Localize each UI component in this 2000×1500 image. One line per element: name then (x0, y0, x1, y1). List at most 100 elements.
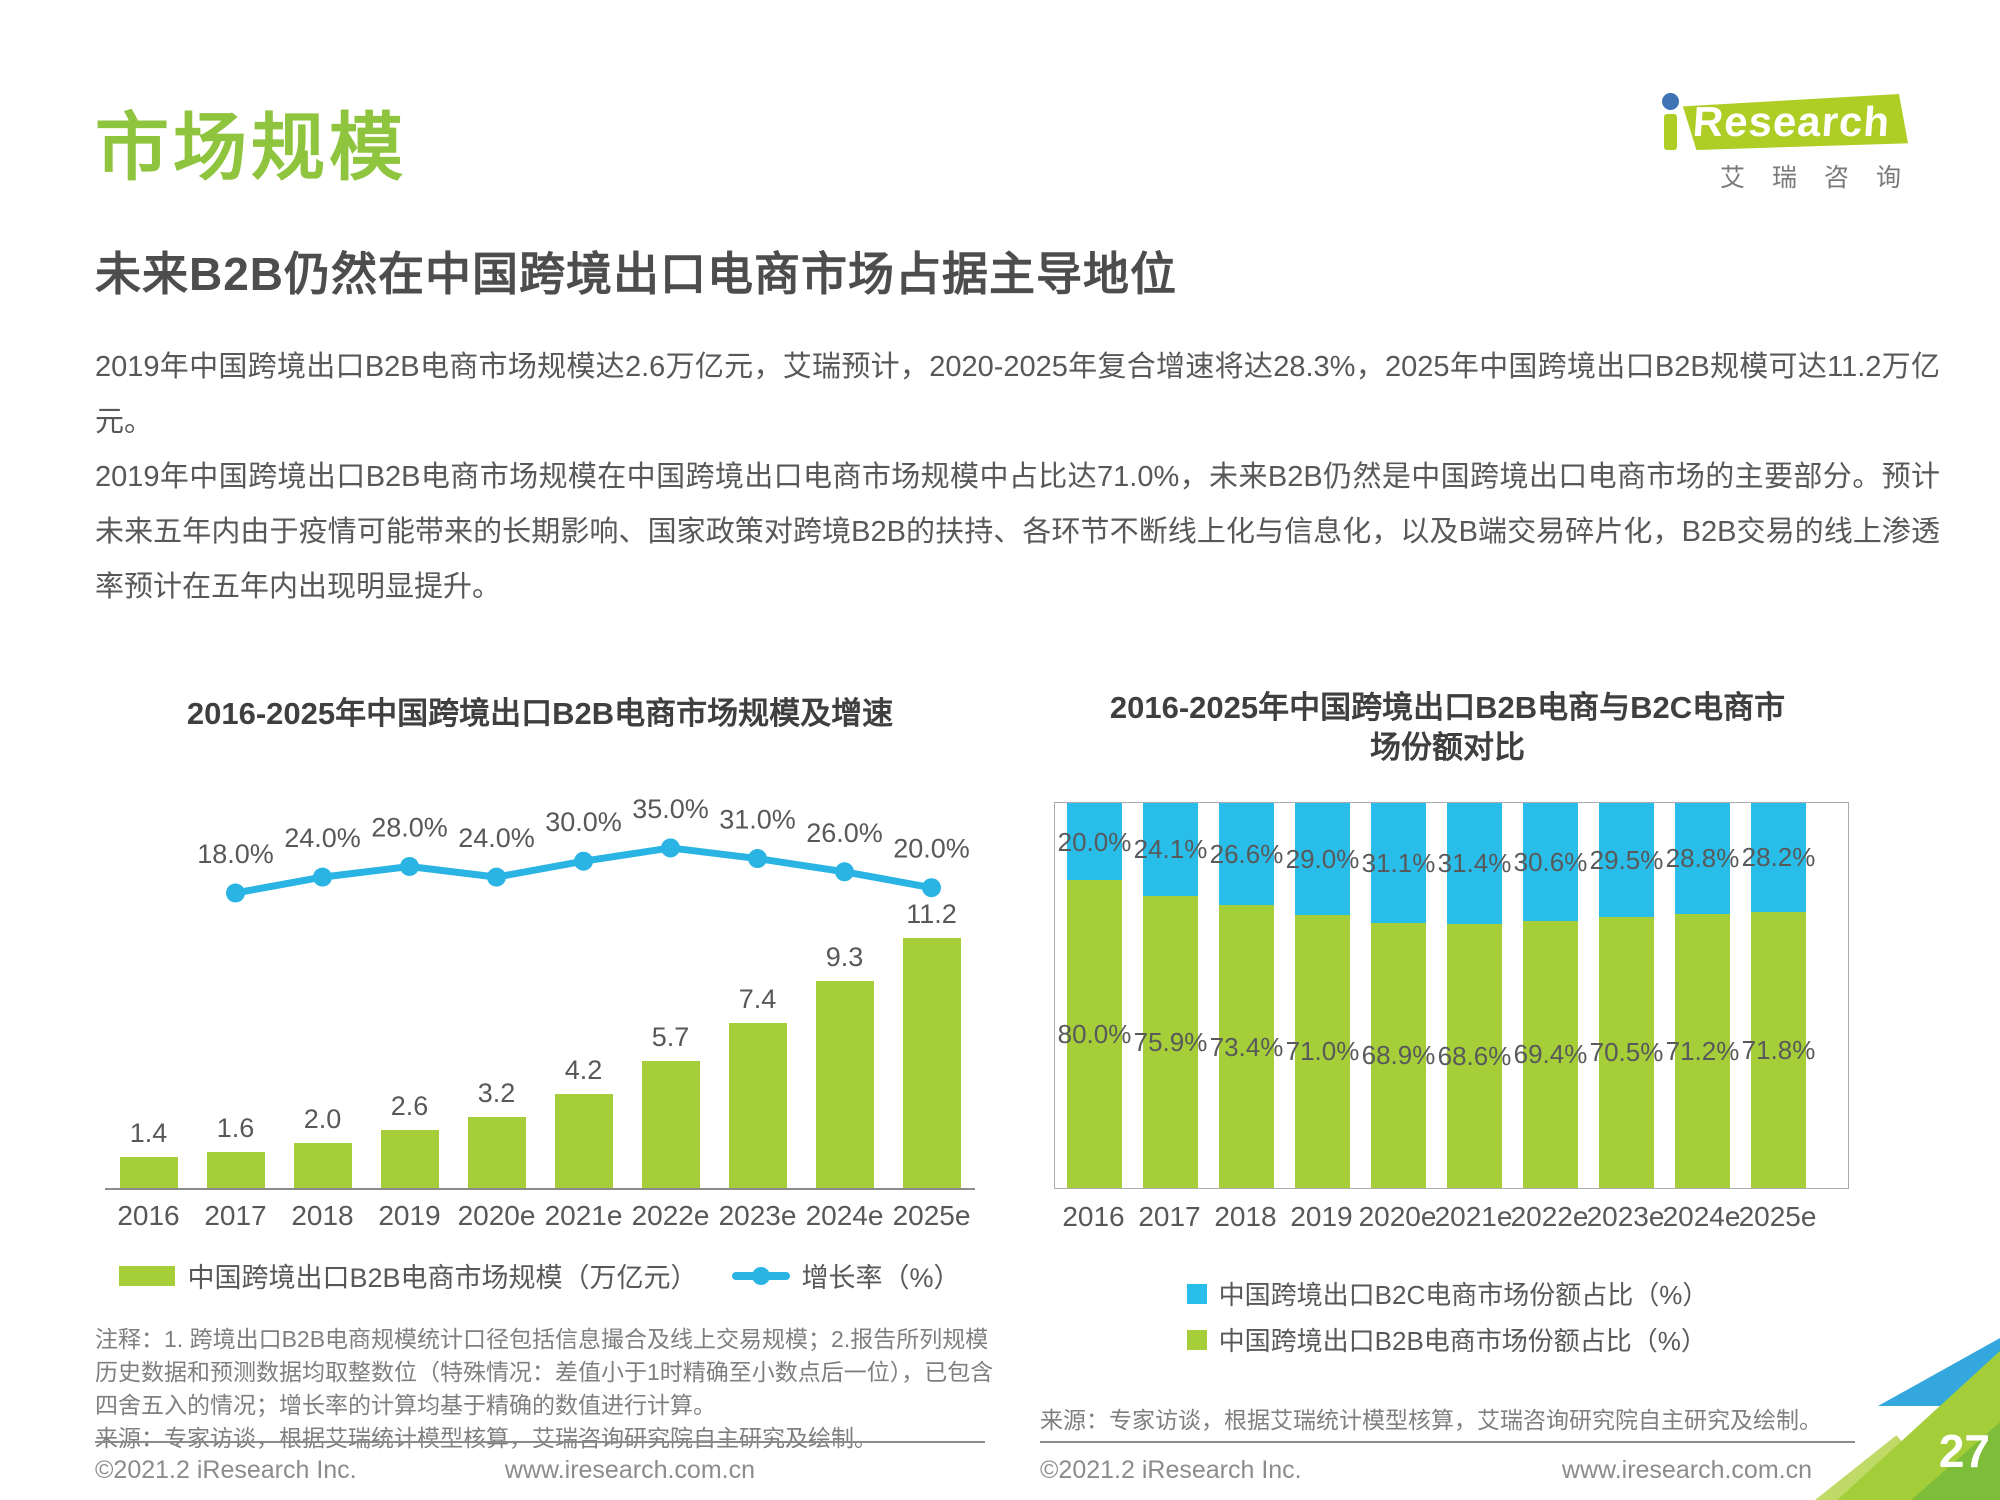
b2c-value-2024e: 28.8% (1665, 843, 1740, 874)
chart-left-title: 2016-2025年中国跨境出口B2B电商市场规模及增速 (186, 696, 894, 731)
logo-flag: Research (1682, 94, 1908, 150)
chart-left-source: 来源：专家访谈，根据艾瑞统计模型核算，艾瑞咨询研究院自主研究及绘制。 (95, 1425, 877, 1451)
line-point-2024e (835, 862, 854, 882)
b2c-legend-label: 中国跨境出口B2C电商市场份额占比（%） (1218, 1280, 1709, 1310)
intro-paragraph-1: 2019年中国跨境出口B2B电商市场规模达2.6万亿元，艾瑞预计，2020-20… (95, 351, 1940, 438)
iresearch-logo: Research 艾瑞咨询 (1608, 88, 1908, 194)
growth-line-legend-dot (751, 1266, 770, 1285)
b2b-legend-label: 中国跨境出口B2B电商市场份额占比（%） (1218, 1326, 1707, 1356)
bar-2018 (293, 1143, 352, 1188)
line-point-2019 (400, 857, 419, 876)
x-label-2022e: 2022e (1510, 1201, 1589, 1232)
x-label-2017: 2017 (204, 1200, 267, 1231)
intro-paragraphs: 2019年中国跨境出口B2B电商市场规模达2.6万亿元，艾瑞预计，2020-20… (95, 340, 1940, 615)
growth-rate-legend-label: 增长率（%） (801, 1263, 961, 1293)
chart-right-legend: 中国跨境出口B2C电商市场份额占比（%） 中国跨境出口B2B电商市场份额占比（%… (1186, 1275, 1709, 1358)
b2b-segment-2022e (1523, 920, 1578, 1188)
b2c-legend-swatch (1186, 1283, 1207, 1304)
b2c-segment-2018 (1219, 803, 1274, 906)
b2b-value-2020e: 68.9% (1361, 1040, 1436, 1071)
x-label-2022e: 2022e (631, 1200, 710, 1231)
line-value-2022e: 35.0% (632, 794, 709, 824)
b2b-segment-2017 (1143, 895, 1198, 1188)
b2b-value-2016: 80.0% (1057, 1019, 1132, 1049)
x-label-2016: 2016 (117, 1200, 180, 1231)
b2b-scale-legend-swatch (119, 1265, 176, 1286)
bar-2017 (206, 1152, 265, 1188)
bar-value-2023e: 7.4 (738, 983, 777, 1014)
b2b-segment-2024e (1675, 913, 1730, 1188)
b2c-value-2021e: 31.4% (1437, 848, 1512, 879)
chart-left-legend: 中国跨境出口B2B电商市场规模（万亿元） 增长率（%） (95, 1256, 985, 1295)
logo-dot-icon (1661, 93, 1679, 110)
bar-2020e (467, 1116, 526, 1188)
b2c-segment-2019 (1295, 803, 1350, 915)
b2b-segment-2019 (1295, 914, 1350, 1188)
logo-letter-i (1661, 93, 1679, 150)
chart-left-plot-area: 1.4 1.6 2.0 2.6 3.2 4.2 5.7 7.4 9.3 11.2 18.0% 24.0… (105, 765, 975, 1190)
legend-row-b2c: 中国跨境出口B2C电商市场份额占比（%） (1186, 1275, 1709, 1312)
chart-right-title: 2016-2025年中国跨境出口B2B电商与B2C电商市场份额对比 (1109, 690, 1786, 765)
b2b-value-2019: 71.0% (1285, 1036, 1360, 1067)
intro-paragraph-2: 2019年中国跨境出口B2B电商市场规模在中国跨境出口电商市场规模中占比达71.… (95, 461, 1940, 603)
b2c-segment-2017 (1143, 803, 1198, 896)
website-text: www.iresearch.com.cn (1561, 1456, 1812, 1484)
corner-decoration: 27 (1815, 1338, 2000, 1500)
b2b-value-2018: 73.4% (1209, 1031, 1284, 1062)
b2c-segment-2023e (1599, 803, 1654, 917)
line-point-2020e (487, 867, 506, 887)
bar-value-2020e: 3.2 (477, 1077, 516, 1108)
line-value-2025e: 20.0% (893, 834, 970, 864)
footer-rule-right (1040, 1441, 1855, 1443)
x-label-2025e: 2025e (1738, 1201, 1817, 1232)
x-label-2020e: 2020e (457, 1200, 536, 1231)
bar-2022e (641, 1060, 700, 1188)
x-label-2023e: 2023e (718, 1200, 797, 1231)
line-value-2020e: 24.0% (458, 823, 535, 853)
b2c-value-2016: 20.0% (1057, 826, 1132, 857)
logo-mark: Research (1608, 88, 1908, 150)
b2c-segment-2025e (1751, 803, 1806, 912)
x-label-2025e: 2025e (892, 1200, 971, 1231)
b2b-value-2025e: 71.8% (1741, 1034, 1816, 1065)
bar-value-2021e: 4.2 (564, 1055, 603, 1086)
b2c-segment-2024e (1675, 803, 1730, 914)
x-label-2017: 2017 (1138, 1201, 1201, 1232)
bar-2023e (728, 1022, 787, 1188)
b2b-segment-2021e (1447, 923, 1502, 1188)
chart-right-plot-area: 20.0% 80.0% 24.1% 75.9% 26.6% 73.4% 29.0% 71.0%… (1054, 802, 1849, 1189)
b2b-scale-legend-label: 中国跨境出口B2B电商市场规模（万亿元） (187, 1263, 698, 1293)
x-label-2019: 2019 (378, 1200, 441, 1231)
page-subtitle: 未来B2B仍然在中国跨境出口电商市场占据主导地位 (95, 248, 1178, 300)
line-point-2017 (226, 883, 245, 903)
footer-left: ©2021.2 iResearch Inc. www.iresearch.com… (95, 1456, 755, 1485)
b2c-value-2017: 24.1% (1133, 834, 1208, 865)
b2b-legend-swatch (1186, 1329, 1207, 1350)
b2b-segment-2025e (1751, 911, 1806, 1188)
b2b-segment-2016 (1067, 880, 1122, 1188)
x-label-2024e: 2024e (1662, 1201, 1741, 1232)
b2c-value-2025e: 28.2% (1741, 842, 1816, 873)
x-label-2019: 2019 (1290, 1201, 1353, 1232)
chart-right-x-axis: 2016 2017 2018 2019 2020e 2021e 2022e 2023e 2024… (1054, 1189, 1855, 1235)
chart-left-x-axis: 2016 2017 2018 2019 2020e 2021e 2022e 2023e 2024… (105, 1190, 985, 1234)
bar-value-2017: 1.6 (216, 1113, 255, 1144)
bar-2019 (380, 1130, 439, 1188)
x-label-2024e: 2024e (805, 1200, 884, 1231)
bar-2024e (815, 980, 874, 1188)
bar-2016 (119, 1156, 178, 1188)
copyright-text: ©2021.2 iResearch Inc. (95, 1456, 357, 1484)
b2c-segment-2022e (1523, 803, 1578, 921)
b2b-value-2024e: 71.2% (1665, 1035, 1740, 1066)
b2b-segment-2020e (1371, 922, 1426, 1188)
b2c-value-2019: 29.0% (1285, 843, 1360, 874)
bar-value-2024e: 9.3 (825, 941, 864, 972)
b2b-value-2022e: 69.4% (1513, 1039, 1588, 1070)
chart-b2b-market-size: 2016-2025年中国跨境出口B2B电商市场规模及增速 1.4 1.6 2.0 2.… (95, 688, 993, 1455)
footer-right: ©2021.2 iResearch Inc. www.iresearch.com… (1040, 1456, 1812, 1485)
chart-b2b-b2c-share: 2016-2025年中国跨境出口B2B电商与B2C电商市场份额对比 20.0% 8… (1040, 688, 1855, 1437)
bar-value-2025e: 11.2 (906, 899, 957, 930)
line-point-2018 (313, 867, 332, 887)
x-label-2020e: 2020e (1358, 1201, 1437, 1232)
